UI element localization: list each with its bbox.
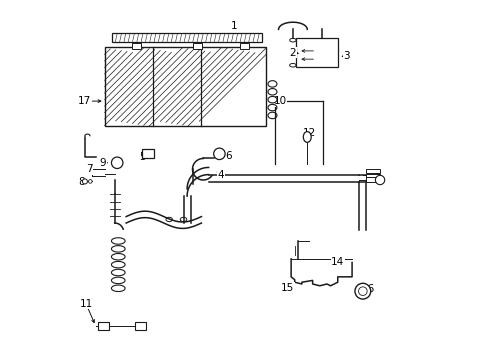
Bar [132, 42, 141, 49]
Text: 5: 5 [139, 152, 145, 162]
Text: 17: 17 [78, 96, 91, 106]
Ellipse shape [303, 132, 310, 142]
Text: 3: 3 [343, 51, 349, 61]
Text: 14: 14 [330, 257, 344, 267]
Polygon shape [112, 33, 262, 42]
Text: 16: 16 [361, 284, 374, 294]
Circle shape [82, 179, 87, 184]
Bar [296, 39, 337, 67]
Circle shape [213, 148, 224, 159]
Circle shape [375, 175, 384, 185]
Bar [193, 42, 202, 49]
Text: 13: 13 [368, 171, 381, 181]
Text: 1: 1 [230, 21, 237, 31]
Circle shape [354, 283, 370, 299]
Text: 2: 2 [289, 48, 296, 58]
Bar [366, 174, 379, 177]
Bar [104, 47, 265, 126]
Text: 9: 9 [100, 158, 106, 168]
Bar [98, 322, 109, 330]
Circle shape [111, 157, 122, 168]
Bar [366, 177, 379, 182]
Bar [366, 168, 379, 173]
Bar [240, 42, 248, 49]
Text: 8: 8 [78, 177, 84, 187]
Bar [142, 149, 153, 158]
Text: 10: 10 [273, 96, 286, 106]
Circle shape [358, 287, 366, 296]
Text: 15: 15 [280, 283, 294, 293]
Text: 12: 12 [302, 128, 315, 138]
Text: 4: 4 [218, 170, 224, 180]
Text: 6: 6 [224, 150, 231, 161]
Text: 11: 11 [79, 299, 92, 309]
Bar [135, 322, 145, 330]
Circle shape [88, 180, 92, 183]
Text: 7: 7 [86, 164, 93, 174]
